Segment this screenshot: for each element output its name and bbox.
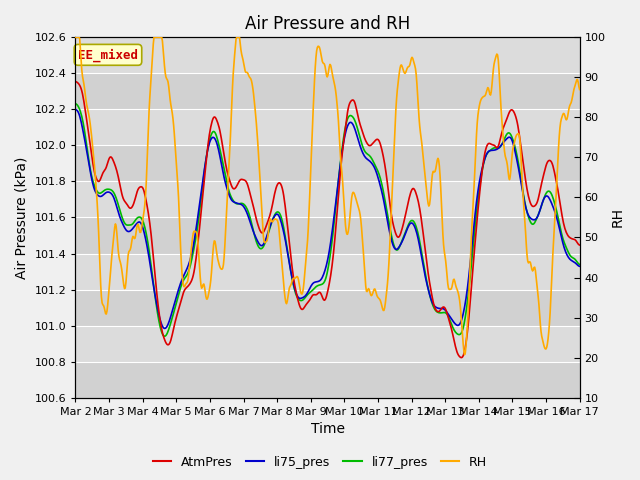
Y-axis label: Air Pressure (kPa): Air Pressure (kPa) [15, 156, 29, 279]
RH [132, 227, 140, 232]
AtmPres [81, 103, 88, 108]
Bar [76, 73, 580, 109]
li75_pres [576, 264, 584, 269]
RH [403, 66, 411, 72]
Line: RH: RH [76, 37, 580, 355]
AtmPres [457, 355, 465, 360]
Bar [76, 289, 580, 325]
Bar [76, 217, 580, 253]
li75_pres [389, 242, 397, 248]
AtmPres [211, 114, 218, 120]
RH [211, 238, 218, 244]
li77_pres [72, 101, 79, 107]
Line: li77_pres: li77_pres [76, 104, 580, 336]
Line: li75_pres: li75_pres [76, 109, 580, 328]
li77_pres [132, 216, 140, 222]
AtmPres [72, 79, 79, 84]
li77_pres [404, 223, 412, 229]
RH [576, 86, 584, 92]
li77_pres [184, 269, 192, 275]
RH [72, 35, 79, 40]
li77_pres [161, 334, 168, 339]
li75_pres [184, 263, 192, 268]
li75_pres [132, 221, 140, 227]
li75_pres [72, 107, 79, 112]
RH [461, 352, 468, 358]
RH [81, 86, 88, 92]
AtmPres [132, 191, 140, 197]
li75_pres [211, 136, 219, 142]
AtmPres [184, 284, 191, 289]
RH [388, 183, 396, 189]
Line: AtmPres: AtmPres [76, 82, 580, 358]
li75_pres [161, 325, 168, 331]
RH [184, 278, 191, 284]
Y-axis label: RH: RH [611, 207, 625, 228]
Title: Air Pressure and RH: Air Pressure and RH [245, 15, 410, 33]
AtmPres [576, 242, 584, 248]
Text: EE_mixed: EE_mixed [78, 48, 138, 61]
li77_pres [389, 240, 397, 245]
AtmPres [388, 218, 396, 224]
X-axis label: Time: Time [310, 422, 344, 436]
li75_pres [404, 225, 412, 230]
li77_pres [211, 130, 219, 135]
li75_pres [81, 136, 88, 142]
AtmPres [403, 204, 411, 210]
li77_pres [576, 262, 584, 267]
Bar [76, 361, 580, 397]
Bar [76, 145, 580, 181]
Legend: AtmPres, li75_pres, li77_pres, RH: AtmPres, li75_pres, li77_pres, RH [148, 451, 492, 474]
li77_pres [81, 128, 88, 134]
